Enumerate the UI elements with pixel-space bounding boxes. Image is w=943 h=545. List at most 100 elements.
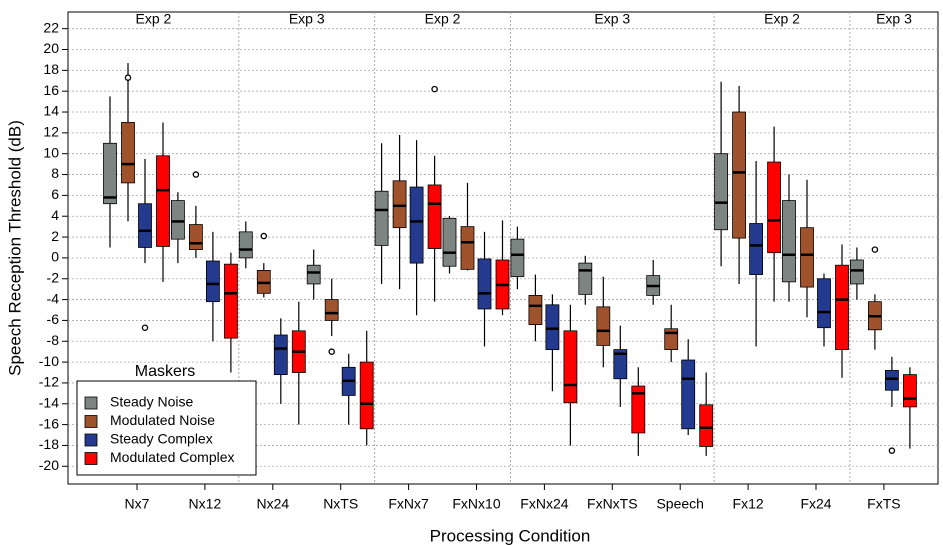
y-tick-label: 6	[51, 186, 59, 202]
x-tick-label: Nx7	[125, 496, 150, 512]
y-tick-label: -8	[47, 332, 60, 348]
x-tick-label: Fx24	[800, 496, 831, 512]
box	[121, 122, 135, 184]
y-tick-label: -10	[39, 353, 59, 369]
box	[392, 180, 407, 229]
y-tick-label: 2	[51, 228, 59, 244]
y-tick-label: 8	[51, 165, 59, 181]
y-tick-label: 22	[43, 19, 59, 35]
box	[699, 404, 714, 447]
legend-label: Steady Complex	[110, 431, 213, 447]
outlier	[260, 232, 268, 240]
box	[306, 264, 321, 285]
y-tick-label: -4	[47, 290, 60, 306]
box	[205, 260, 220, 303]
box	[359, 361, 374, 430]
box	[732, 111, 746, 239]
x-tick-label: FxNx7	[388, 496, 429, 512]
y-tick-label: 10	[43, 144, 59, 160]
box	[170, 200, 185, 240]
legend-swatch	[84, 415, 98, 428]
plot-frame	[67, 11, 939, 485]
y-tick-label: 4	[51, 207, 59, 223]
box	[223, 263, 238, 339]
outlier	[871, 246, 879, 253]
legend-label: Steady Noise	[110, 394, 193, 410]
y-tick-label: -12	[39, 374, 59, 390]
box	[528, 295, 543, 325]
box	[903, 374, 917, 408]
box	[850, 259, 864, 285]
box	[563, 330, 578, 404]
box	[442, 217, 457, 267]
legend-label: Modulated Complex	[110, 449, 235, 465]
group-label: Exp 2	[425, 11, 461, 27]
outlier	[141, 324, 149, 331]
y-tick-label: -6	[47, 311, 60, 327]
box	[782, 200, 796, 283]
group-label: Exp 3	[594, 11, 630, 27]
box	[103, 142, 117, 205]
y-tick-label: -20	[39, 457, 59, 473]
group-label: Exp 3	[876, 11, 912, 27]
box	[835, 264, 849, 350]
legend-label: Modulated Noise	[110, 412, 215, 428]
box	[613, 349, 628, 380]
legend-swatch	[84, 452, 98, 465]
legend-box	[76, 380, 257, 476]
box	[578, 262, 593, 295]
y-tick-label: 14	[43, 103, 59, 119]
group-label: Exp 2	[764, 11, 800, 27]
x-tick-label: Speech	[656, 496, 703, 512]
y-tick-label: 16	[43, 82, 59, 98]
outlier	[328, 348, 335, 355]
box	[596, 306, 611, 346]
box	[273, 334, 288, 375]
box	[138, 203, 152, 248]
outlier	[192, 171, 200, 178]
y-tick-label: -18	[39, 436, 59, 452]
box	[238, 231, 253, 259]
y-tick-label: 20	[43, 40, 59, 56]
group-label: Exp 2	[136, 11, 172, 27]
x-tick-label: FxNx24	[520, 496, 568, 512]
y-tick-label: -16	[39, 415, 59, 431]
legend-title: Maskers	[135, 363, 195, 380]
legend-swatch	[84, 433, 98, 447]
box	[427, 184, 442, 249]
box	[409, 186, 424, 264]
x-tick-label: Nx12	[189, 496, 222, 512]
box	[477, 258, 492, 310]
outlier	[124, 74, 132, 81]
x-tick-label: Nx24	[256, 496, 289, 512]
box	[767, 161, 781, 254]
y-tick-label: 0	[51, 249, 59, 265]
box	[324, 299, 339, 321]
legend-swatch	[84, 396, 98, 410]
box	[374, 190, 389, 246]
box	[681, 359, 696, 430]
y-tick-label: -2	[47, 269, 60, 285]
x-tick-label: FxNxTS	[587, 496, 638, 512]
box	[460, 226, 475, 270]
box	[188, 224, 203, 250]
x-axis-title: Processing Condition	[430, 526, 591, 545]
box	[631, 385, 646, 434]
box	[749, 223, 763, 275]
x-tick-label: FxTS	[867, 496, 900, 512]
box	[510, 238, 525, 278]
box	[817, 278, 831, 329]
y-tick-label: 12	[43, 124, 59, 140]
group-label: Exp 3	[289, 11, 325, 27]
box	[545, 304, 560, 350]
x-tick-label: NxTS	[323, 496, 358, 512]
box	[714, 153, 728, 231]
x-tick-label: Fx12	[733, 496, 764, 512]
y-tick-label: 18	[43, 61, 59, 77]
outlier	[888, 447, 896, 454]
x-tick-label: FxNx10	[452, 496, 500, 512]
y-tick-label: -14	[39, 394, 59, 410]
y-axis-title: Speech Reception Threshold (dB)	[5, 120, 24, 376]
box	[156, 155, 170, 247]
